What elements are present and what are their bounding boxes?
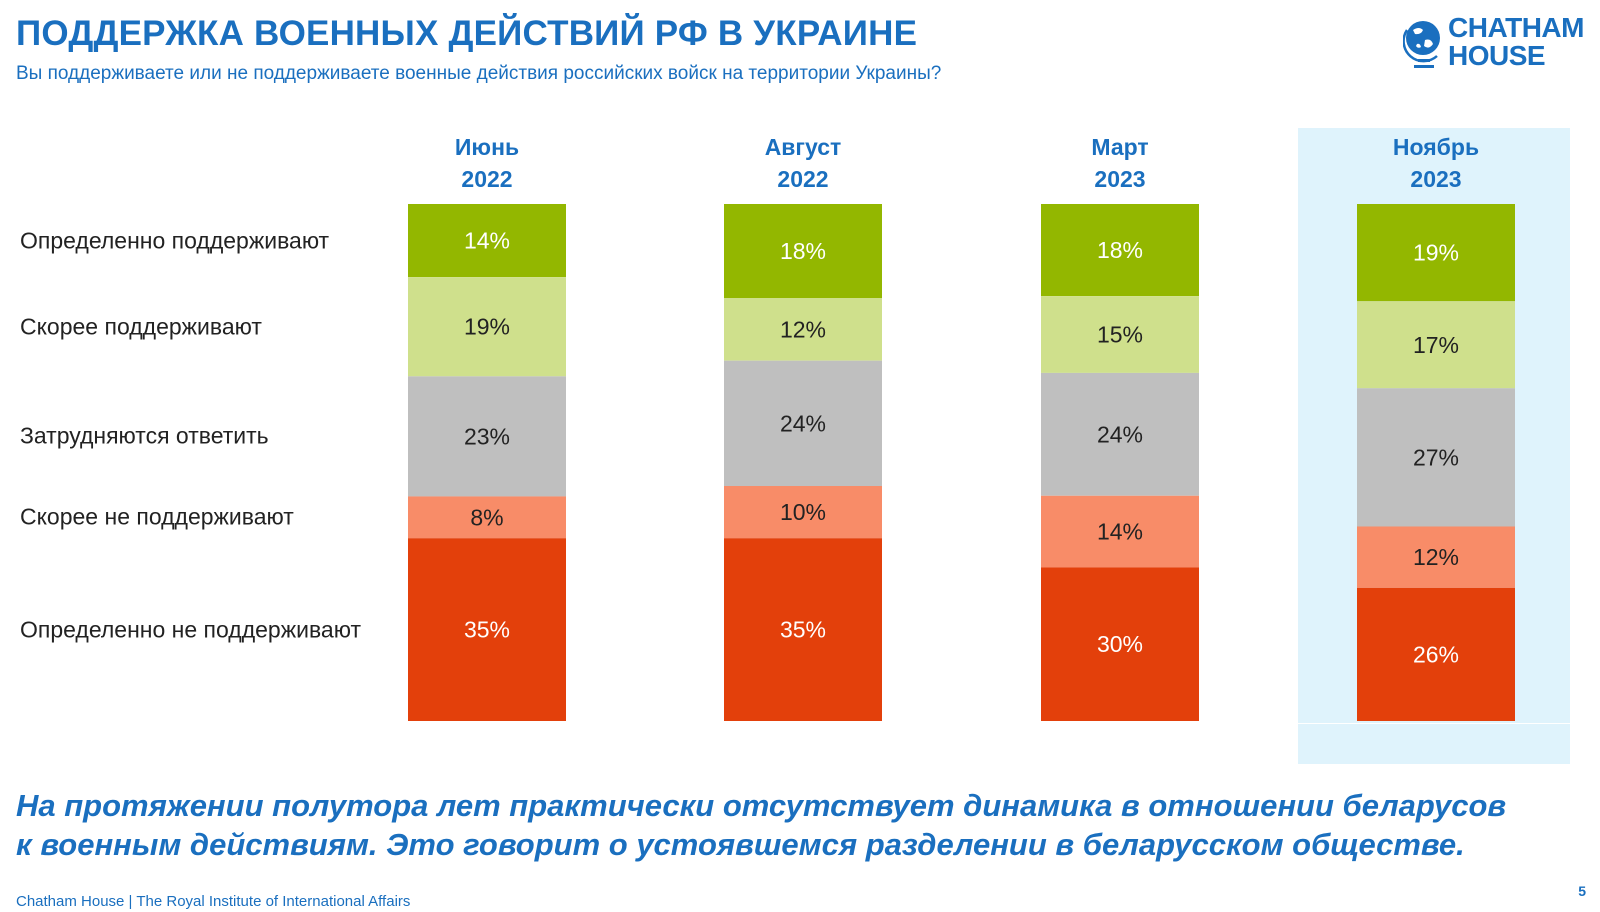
period-month-label: Август	[765, 134, 842, 160]
bar-segment	[408, 204, 566, 278]
highlight-divider	[1298, 723, 1570, 724]
conclusion-line-2: к военным действиям. Это говорит о устоя…	[16, 827, 1465, 862]
period-year-label: 2023	[1410, 166, 1461, 192]
bar-segment	[1357, 204, 1515, 302]
bar-segment	[724, 360, 882, 486]
data-label: 24%	[1097, 421, 1143, 447]
bar-segment	[1357, 301, 1515, 389]
logo-line-1: CHATHAM	[1448, 12, 1584, 43]
period-month-label: Март	[1091, 134, 1148, 160]
legend-category-label: Затрудняются ответить	[20, 422, 269, 449]
bar-segment	[724, 486, 882, 539]
bar-segment	[408, 538, 566, 721]
data-label: 17%	[1413, 332, 1459, 358]
bar-segment	[408, 376, 566, 497]
period-year-label: 2022	[777, 166, 828, 192]
period-year-label: 2023	[1094, 166, 1145, 192]
legend-category-label: Скорее поддерживают	[20, 313, 262, 340]
period-month-label: Июнь	[455, 134, 519, 160]
bar-segment	[408, 496, 566, 539]
page-number: 5	[1578, 883, 1586, 899]
bar-segment	[724, 204, 882, 298]
globe-icon	[1403, 21, 1440, 68]
data-label: 12%	[780, 316, 826, 342]
bar-segment	[1357, 388, 1515, 527]
data-label: 12%	[1413, 544, 1459, 570]
data-label: 10%	[780, 499, 826, 525]
bar-segment	[1041, 204, 1199, 297]
bar-segment	[1041, 495, 1199, 568]
data-label: 14%	[1097, 519, 1143, 545]
bar-segment	[1041, 567, 1199, 721]
legend-category-label: Определенно поддерживают	[20, 227, 330, 254]
data-label: 24%	[780, 410, 826, 436]
chatham-house-logo: CHATHAM HOUSE	[1403, 14, 1593, 74]
data-label: 18%	[780, 238, 826, 264]
bar-segment	[1357, 526, 1515, 588]
logo-line-2: HOUSE	[1448, 40, 1546, 71]
data-label: 19%	[464, 314, 510, 340]
bar-segment	[1041, 372, 1199, 496]
bar-segment	[724, 298, 882, 361]
data-label: 8%	[470, 504, 503, 530]
bar-segment	[724, 538, 882, 721]
page-subtitle: Вы поддерживаете или не поддерживаете во…	[16, 63, 942, 84]
period-month-label: Ноябрь	[1393, 134, 1479, 160]
data-label: 15%	[1097, 322, 1143, 348]
data-label: 19%	[1413, 240, 1459, 266]
bar-segment	[1041, 296, 1199, 373]
data-label: 27%	[1413, 444, 1459, 470]
bar-segment	[1357, 587, 1515, 721]
footer-text: Chatham House | The Royal Institute of I…	[16, 893, 411, 910]
data-label: 23%	[464, 423, 510, 449]
data-label: 14%	[464, 228, 510, 254]
data-label: 35%	[464, 617, 510, 643]
legend-category-label: Скорее не поддерживают	[20, 503, 294, 530]
legend-category-label: Определенно не поддерживают	[20, 616, 361, 643]
data-label: 26%	[1413, 641, 1459, 667]
data-label: 18%	[1097, 237, 1143, 263]
data-label: 30%	[1097, 631, 1143, 657]
conclusion-text: На протяжении полутора лет практически о…	[16, 786, 1586, 864]
data-label: 35%	[780, 617, 826, 643]
period-year-label: 2022	[461, 166, 512, 192]
bar-segment	[408, 277, 566, 377]
page-title: ПОДДЕРЖКА ВОЕННЫХ ДЕЙСТВИЙ РФ В УКРАИНЕ	[16, 14, 918, 53]
conclusion-line-1: На протяжении полутора лет практически о…	[16, 788, 1507, 823]
